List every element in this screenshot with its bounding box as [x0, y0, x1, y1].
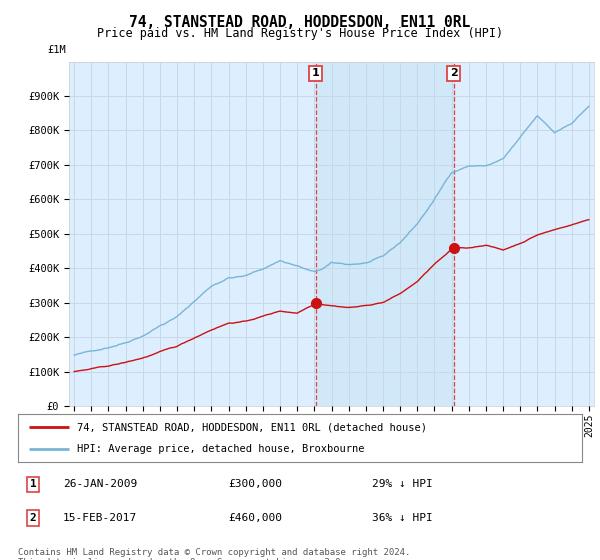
Text: £1M: £1M: [47, 45, 67, 55]
Bar: [316, 62, 454, 406]
Text: £300,000: £300,000: [228, 479, 282, 489]
Text: 29% ↓ HPI: 29% ↓ HPI: [372, 479, 433, 489]
Text: 15-FEB-2017: 15-FEB-2017: [63, 513, 137, 523]
Text: 2: 2: [29, 513, 37, 523]
Text: 36% ↓ HPI: 36% ↓ HPI: [372, 513, 433, 523]
Text: 1: 1: [29, 479, 37, 489]
Text: 2: 2: [450, 68, 458, 78]
Text: HPI: Average price, detached house, Broxbourne: HPI: Average price, detached house, Brox…: [77, 444, 365, 454]
Text: 74, STANSTEAD ROAD, HODDESDON, EN11 0RL (detached house): 74, STANSTEAD ROAD, HODDESDON, EN11 0RL …: [77, 422, 427, 432]
Text: 74, STANSTEAD ROAD, HODDESDON, EN11 0RL: 74, STANSTEAD ROAD, HODDESDON, EN11 0RL: [130, 15, 470, 30]
Text: Price paid vs. HM Land Registry's House Price Index (HPI): Price paid vs. HM Land Registry's House …: [97, 27, 503, 40]
Text: 26-JAN-2009: 26-JAN-2009: [63, 479, 137, 489]
Text: Contains HM Land Registry data © Crown copyright and database right 2024.
This d: Contains HM Land Registry data © Crown c…: [18, 548, 410, 560]
Text: 1: 1: [311, 68, 319, 78]
Text: £460,000: £460,000: [228, 513, 282, 523]
